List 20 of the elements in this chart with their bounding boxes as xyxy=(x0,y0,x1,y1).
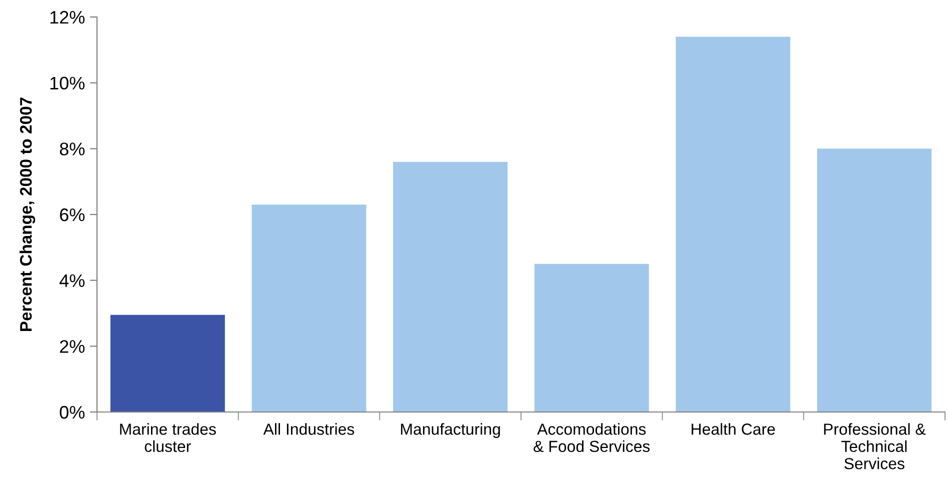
y-tick-label: 8% xyxy=(60,142,85,156)
y-tick-label: 10% xyxy=(50,76,85,90)
x-tick-label: Accomodations & Food Services xyxy=(534,423,650,452)
y-tick-label: 2% xyxy=(60,340,85,353)
x-tick-label: Marine trades cluster xyxy=(120,423,216,452)
x-tick-label: Professional & Technical Services xyxy=(824,423,926,470)
y-tick-label: 12% xyxy=(50,10,85,24)
y-axis-title: Percent Change, 2000 to 2007 xyxy=(20,98,36,332)
bar xyxy=(817,148,932,412)
bar xyxy=(676,36,790,412)
bar xyxy=(110,314,225,412)
y-tick-label: 0% xyxy=(60,406,85,419)
y-tick-label: 4% xyxy=(60,274,85,287)
x-tick-label: Manufacturing xyxy=(401,423,500,438)
bar xyxy=(393,162,508,412)
x-tick-label: All Industries xyxy=(263,423,354,435)
bar xyxy=(534,264,649,412)
x-tick-label: Health Care xyxy=(692,423,775,435)
bar xyxy=(252,204,366,412)
y-tick-label: 6% xyxy=(60,208,85,222)
